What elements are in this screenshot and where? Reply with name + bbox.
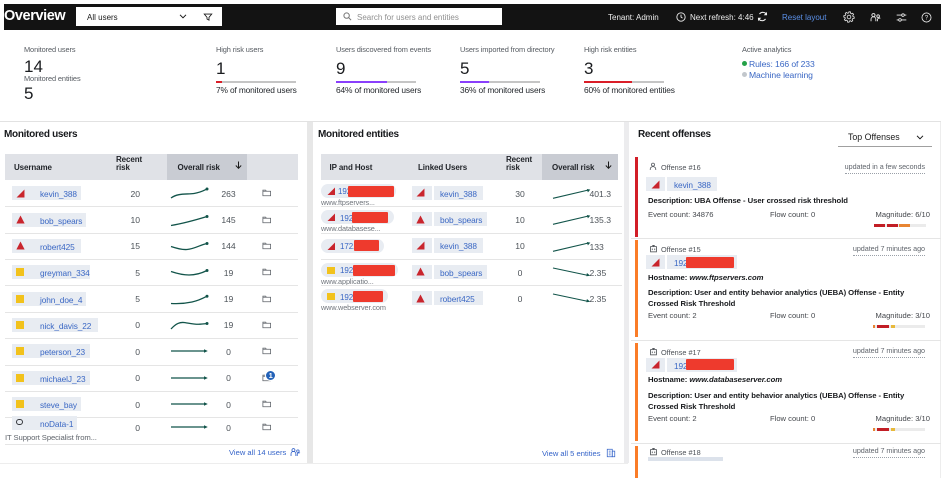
svg-text:?: ? xyxy=(925,14,929,21)
